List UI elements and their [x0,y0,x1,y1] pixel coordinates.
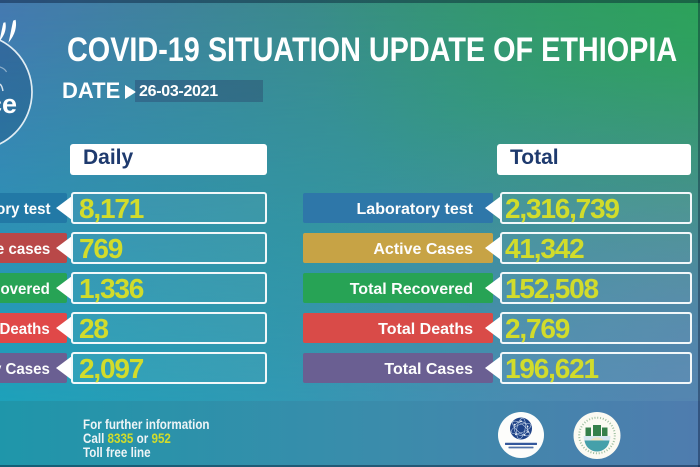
svg-text:ce: ce [0,89,17,119]
